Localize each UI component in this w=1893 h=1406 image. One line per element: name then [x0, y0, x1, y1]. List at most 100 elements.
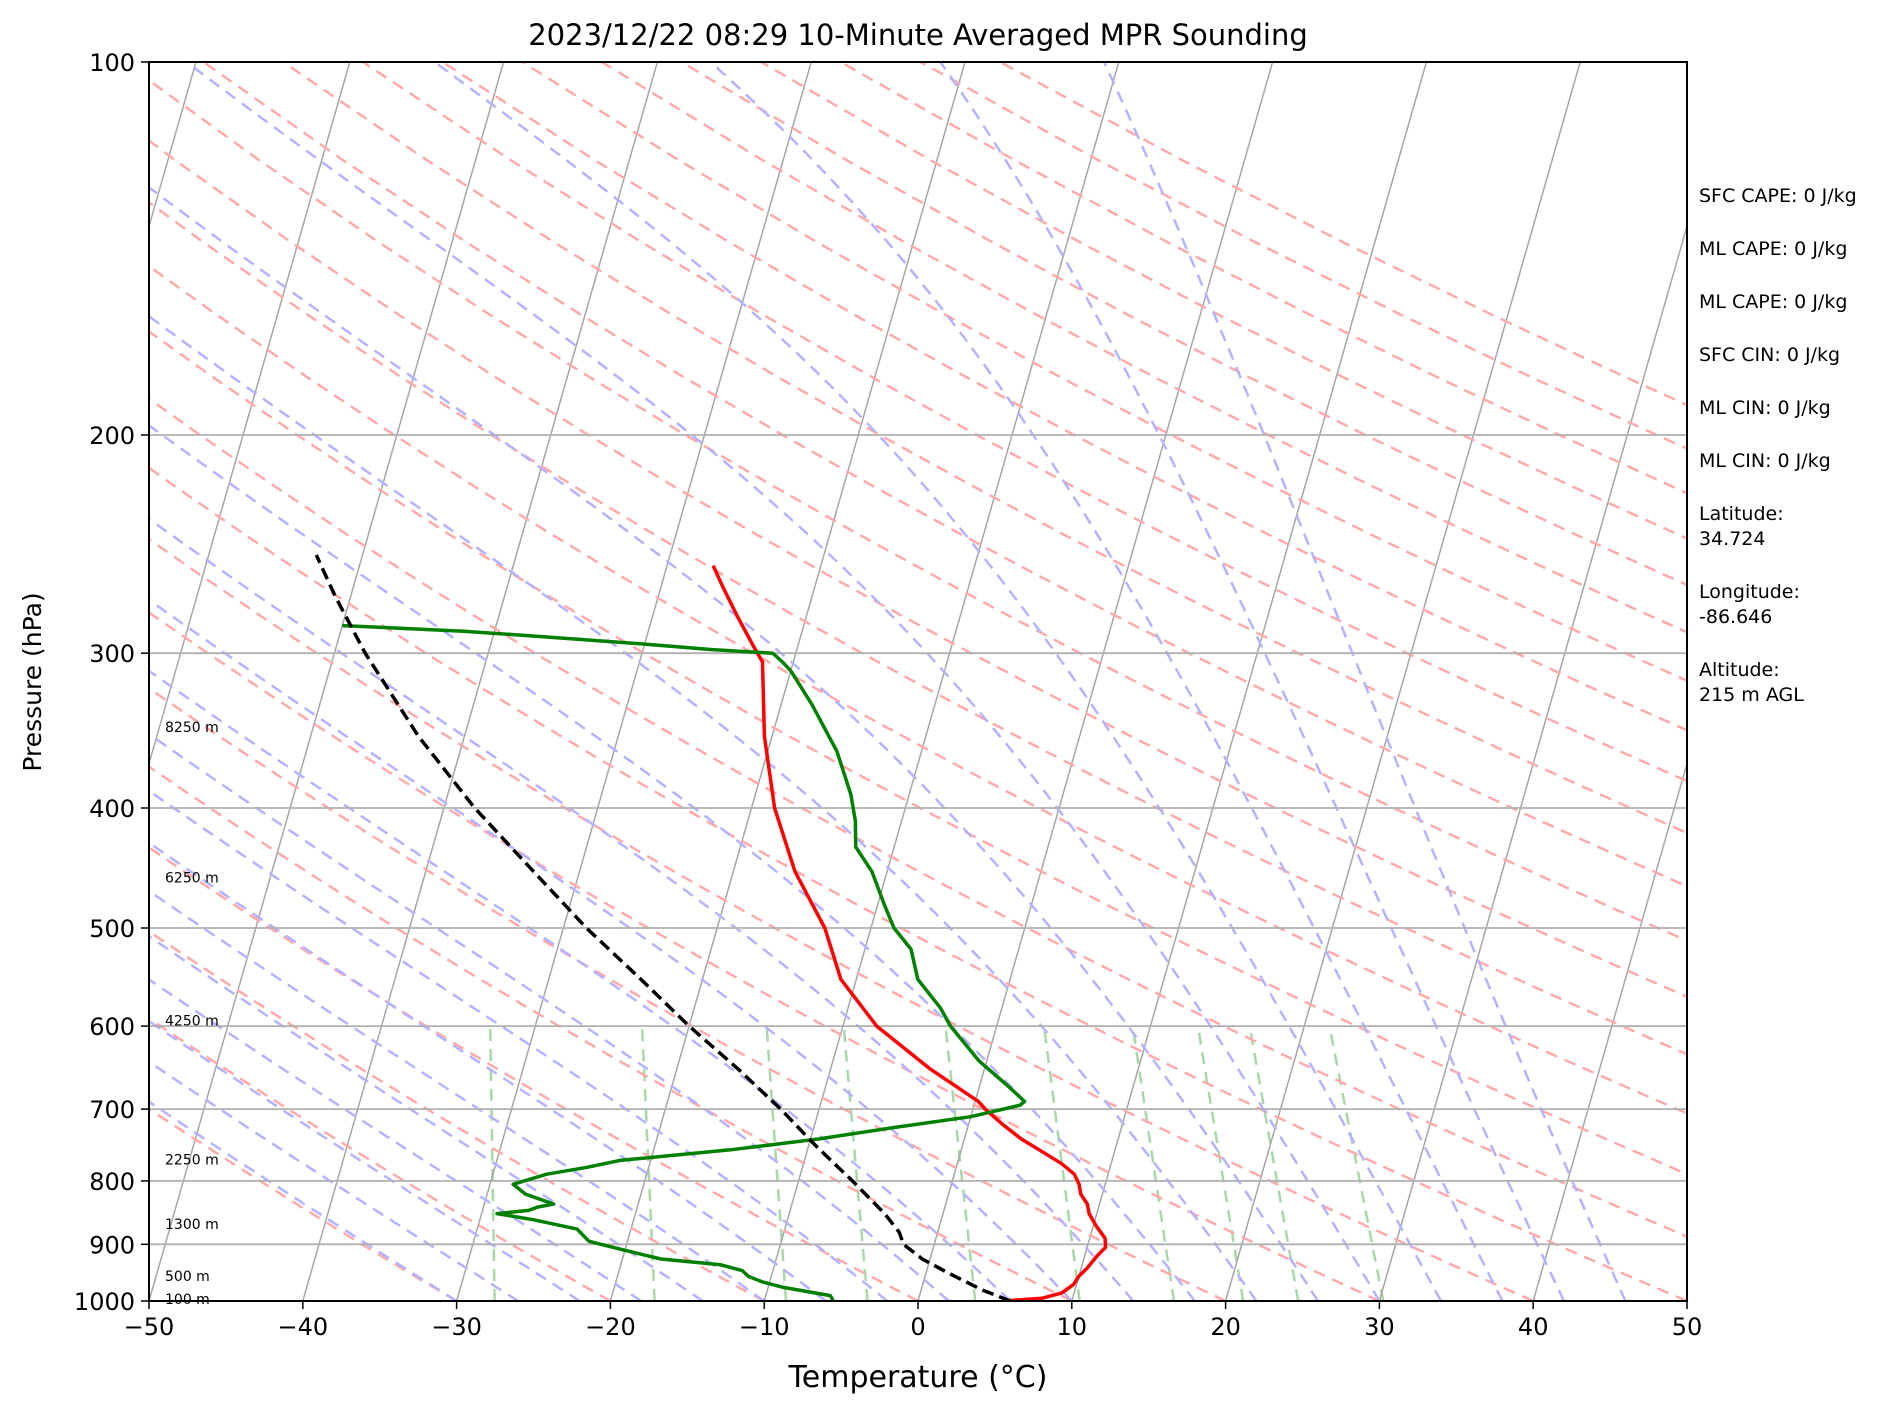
isotherm-line [1224, 62, 1581, 1301]
dry-adiabat-line [149, 78, 1687, 943]
dry-adiabat-line [441, 62, 1687, 732]
altitude-text: Altitude: 215 m AGL [1699, 659, 1804, 706]
moist-adiabat-line [1102, 62, 1627, 1301]
x-axis-ticks: −50 −40 −30 −20 −10 0 10 20 30 40 50 [124, 1301, 1703, 1341]
y-tick-label: 100 [89, 49, 135, 77]
dewpoint-line [342, 623, 1027, 1301]
mixing-ratio-line [765, 1026, 788, 1301]
ml-cin-text-2: ML CIN: 0 J/kg [1699, 450, 1831, 472]
height-label: 500 m [165, 1269, 210, 1285]
moist-adiabat-line [149, 732, 950, 1301]
dry-adiabat-line [282, 62, 1687, 835]
isotherm-line [1071, 62, 1428, 1301]
ml-cape-text: ML CAPE: 0 J/kg [1699, 238, 1848, 260]
dry-adiabat-line [149, 846, 919, 1301]
y-tick-label: 700 [89, 1096, 135, 1124]
isotherm-line [455, 62, 812, 1301]
y-tick-label: 400 [89, 795, 135, 823]
y-tick-label: 500 [89, 915, 135, 943]
mixing-ratio-line [1131, 1025, 1176, 1301]
dry-adiabat-line [149, 397, 1687, 1238]
sounding-info-panel: SFC CAPE: 0 J/kg ML CAPE: 0 J/kg ML CAPE… [1699, 184, 1889, 708]
dry-adiabat-line [601, 62, 1687, 634]
pressure-gridlines [149, 61, 1687, 1302]
dry-adiabat-line [202, 62, 1687, 888]
mixing-ratio-line [488, 1026, 496, 1301]
x-tick-label: −10 [739, 1313, 790, 1341]
x-tick-label: 20 [1210, 1313, 1241, 1341]
moist-adiabat-line [149, 1060, 519, 1301]
dry-adiabat-line [149, 1107, 458, 1301]
dry-adiabat-line [149, 329, 1687, 1176]
x-axis-label: Temperature (°C) [788, 1360, 1048, 1395]
moist-adiabat-line [149, 889, 765, 1301]
dry-adiabat-line [521, 62, 1687, 683]
y-tick-label: 900 [89, 1231, 135, 1259]
y-tick-label: 800 [89, 1168, 135, 1196]
dry-adiabat-line [149, 611, 1380, 1301]
x-tick-label: 0 [910, 1313, 925, 1341]
moist-adiabat-line [149, 517, 1135, 1301]
dry-adiabat-line [149, 264, 1687, 1115]
height-label: 6250 m [165, 870, 219, 886]
moist-adiabat-line [149, 1019, 581, 1301]
mixing-ratio-line [944, 1025, 977, 1301]
isotherm-line [763, 62, 1120, 1301]
moist-adiabat-line [149, 598, 1073, 1301]
x-tick-label: −50 [124, 1313, 175, 1341]
isotherm-line [1532, 760, 1687, 1301]
background-lines [149, 62, 1687, 1301]
moist-adiabat-line [149, 934, 704, 1301]
mixing-ratio-line [1248, 1025, 1300, 1301]
dry-adiabat-line [362, 62, 1687, 783]
dry-adiabat-line [149, 200, 1687, 1056]
moist-adiabat-line [433, 62, 1443, 1301]
height-label: 2250 m [165, 1153, 219, 1169]
mixing-ratio-line [1196, 1025, 1245, 1301]
moist-adiabat-line [185, 62, 1381, 1301]
x-tick-label: 10 [1057, 1313, 1088, 1341]
isotherm-line [1378, 223, 1687, 1301]
x-tick-label: −20 [585, 1313, 636, 1341]
height-label: 8250 m [165, 720, 219, 736]
height-labels: 8250 m 6250 m 4250 m 2250 m 1300 m 500 m 100 m [165, 720, 219, 1308]
height-label: 4250 m [165, 1014, 219, 1030]
dry-adiabat-line [149, 466, 1687, 1301]
ml-cin-text: ML CIN: 0 J/kg [1699, 397, 1831, 419]
mixing-ratio-line [1042, 1025, 1081, 1301]
moist-adiabat-line [149, 669, 1012, 1301]
moist-adiabat-line [149, 841, 827, 1301]
chart-title: 2023/12/22 08:29 10-Minute Averaged MPR … [528, 18, 1308, 52]
moist-adiabat-line [149, 789, 888, 1301]
y-tick-label: 1000 [74, 1288, 135, 1316]
sounding-series [314, 554, 1108, 1301]
ml-cape-text-2: ML CAPE: 0 J/kg [1699, 291, 1848, 313]
height-label: 1300 m [165, 1217, 219, 1233]
isotherm-line [917, 62, 1274, 1301]
mixing-ratio-line [842, 1025, 869, 1301]
isotherm-line [609, 62, 966, 1301]
height-label: 100 m [165, 1292, 210, 1308]
x-tick-label: 50 [1672, 1313, 1703, 1341]
dry-adiabat-line [149, 686, 1227, 1301]
latitude-text: Latitude: 34.724 [1699, 503, 1784, 550]
parcel-line [314, 554, 1011, 1301]
moist-adiabat-line [149, 1100, 458, 1301]
y-tick-label: 200 [89, 422, 135, 450]
dry-adiabat-line [149, 929, 765, 1301]
plot-frame [148, 61, 1688, 1302]
x-tick-label: 30 [1364, 1313, 1395, 1341]
sfc-cape-text: SFC CAPE: 0 J/kg [1699, 185, 1857, 207]
x-tick-label: −30 [431, 1313, 482, 1341]
temperature-line [711, 564, 1108, 1301]
moist-adiabat-line [939, 62, 1566, 1301]
moist-adiabat-line [709, 62, 1504, 1301]
y-tick-label: 300 [89, 640, 135, 668]
mixing-ratio-line [1328, 1025, 1385, 1301]
moist-adiabat-line [149, 423, 1196, 1301]
y-tick-label: 600 [89, 1013, 135, 1041]
y-axis-label: Pressure (hPa) [18, 592, 47, 771]
x-tick-label: 40 [1518, 1313, 1549, 1341]
moist-adiabat-line [149, 314, 1258, 1301]
